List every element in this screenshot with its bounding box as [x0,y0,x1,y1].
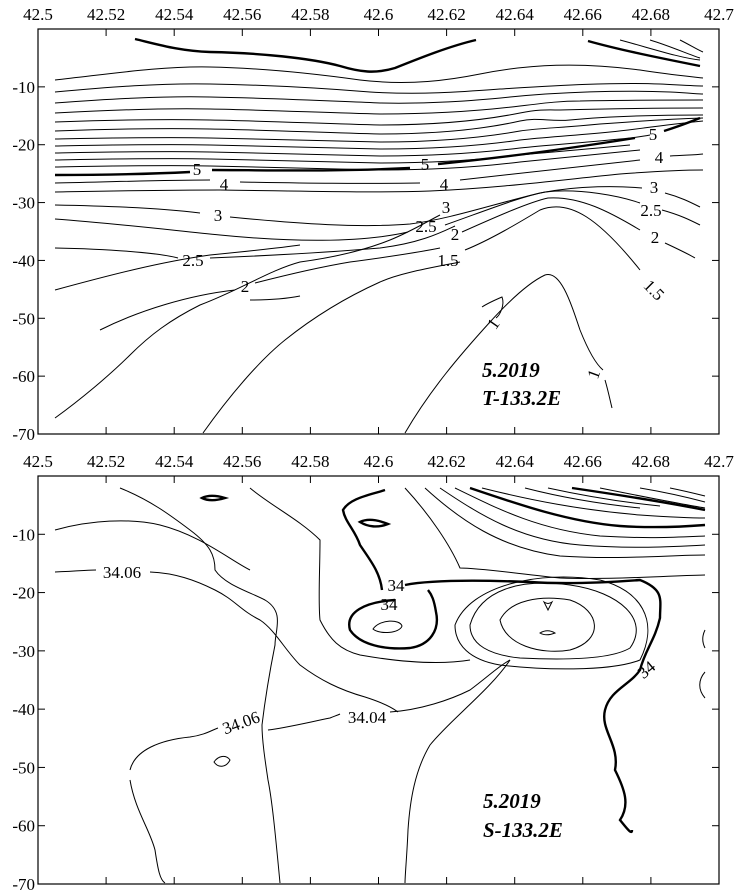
contour-label: 1 [583,367,604,381]
y-tick-label: -50 [12,758,35,777]
contour-label: 34.04 [348,708,387,727]
y-tick-label: -60 [12,817,35,836]
x-tick-label: 42.68 [632,5,670,24]
x-tick-label: 42.62 [427,452,465,471]
contour-label: 34.06 [220,707,262,738]
y-tick-label: -70 [12,875,35,894]
y-tick-label: -70 [12,425,35,444]
contour-lines [54,486,706,884]
contour-label: 2 [451,225,460,244]
contour-label: 5 [193,160,202,179]
y-tick-label: -60 [12,367,35,386]
contour-label: 4 [220,175,229,194]
contour-label: 34 [381,595,399,614]
x-tick-label: 42.54 [155,452,194,471]
contour-label: 34.06 [103,563,141,582]
x-tick-label: 42.7 [704,5,734,24]
x-tick-label: 42.64 [496,5,535,24]
x-tick-label: 42.64 [496,452,535,471]
contour-label: 4 [655,148,664,167]
contour-label: 2.5 [415,217,436,236]
x-tick-label: 42.56 [223,452,261,471]
contour-label: 3 [650,178,659,197]
x-axis-top: 42.5 42.52 42.54 42.56 42.58 42.6 42.62 42.64 42… [23,5,734,434]
x-tick-label: 42.66 [564,5,602,24]
contour-label: 2 [241,277,250,296]
y-tick-label: -40 [12,700,35,719]
x-tick-label: 42.54 [155,5,194,24]
y-tick-label: -10 [12,525,35,544]
annotation-date: 5.2019 [482,358,540,382]
x-tick-label: 42.7 [704,452,734,471]
y-tick-label: -10 [12,78,35,97]
x-tick-label: 42.62 [427,5,465,24]
x-axis-top: 42.5 42.52 42.54 42.56 42.58 42.6 42.62 42.64 42… [23,452,734,884]
x-tick-label: 42.56 [223,5,261,24]
contour-labels: 34.06 34.06 34.04 34 34 34 [103,563,660,738]
annotation-section: S-133.2E [483,818,563,842]
x-tick-label: 42.5 [23,452,53,471]
x-tick-label: 42.68 [632,452,670,471]
x-tick-label: 42.66 [564,452,602,471]
x-tick-label: 42.6 [364,452,394,471]
y-tick-label: -30 [12,194,35,213]
contour-label: 2.5 [182,251,203,270]
contour-labels: 5 5 5 4 4 4 3 3 3 2.5 2.5 2.5 2 2 2 1.5 … [182,125,668,381]
contour-label: 1.5 [437,251,458,270]
y-axis: -10 -20 -30 -40 -50 -60 -70 [12,525,719,894]
y-tick-label: -50 [12,309,35,328]
contour-lines [54,37,704,434]
x-tick-label: 42.6 [364,5,394,24]
contour-label: 34 [388,576,406,595]
contour-label: 2.5 [640,201,661,220]
y-tick-label: -20 [12,584,35,603]
contour-label: 2 [651,228,660,247]
x-tick-label: 42.52 [87,5,125,24]
y-tick-label: -20 [12,136,35,155]
annotation-section: T-133.2E [482,386,561,410]
contour-label: 5 [649,125,658,144]
x-tick-label: 42.58 [291,452,329,471]
temperature-panel: 42.5 42.52 42.54 42.56 42.58 42.6 42.62 42.64 42… [12,5,734,444]
y-tick-label: -40 [12,251,35,270]
contour-label: 3 [214,206,223,225]
contour-label: 3 [442,198,451,217]
x-tick-label: 42.58 [291,5,329,24]
plot-frame [37,28,720,435]
x-tick-label: 42.5 [23,5,53,24]
contour-label: 5 [421,155,430,174]
contour-label: 1.5 [640,276,668,304]
y-axis: -10 -20 -30 -40 -50 -60 -70 [12,78,719,444]
annotation-date: 5.2019 [483,789,541,813]
salinity-panel: 42.5 42.52 42.54 42.56 42.58 42.6 42.62 42.64 42… [12,452,734,894]
y-tick-label: -30 [12,642,35,661]
x-tick-label: 42.52 [87,452,125,471]
contour-label: 4 [440,175,449,194]
